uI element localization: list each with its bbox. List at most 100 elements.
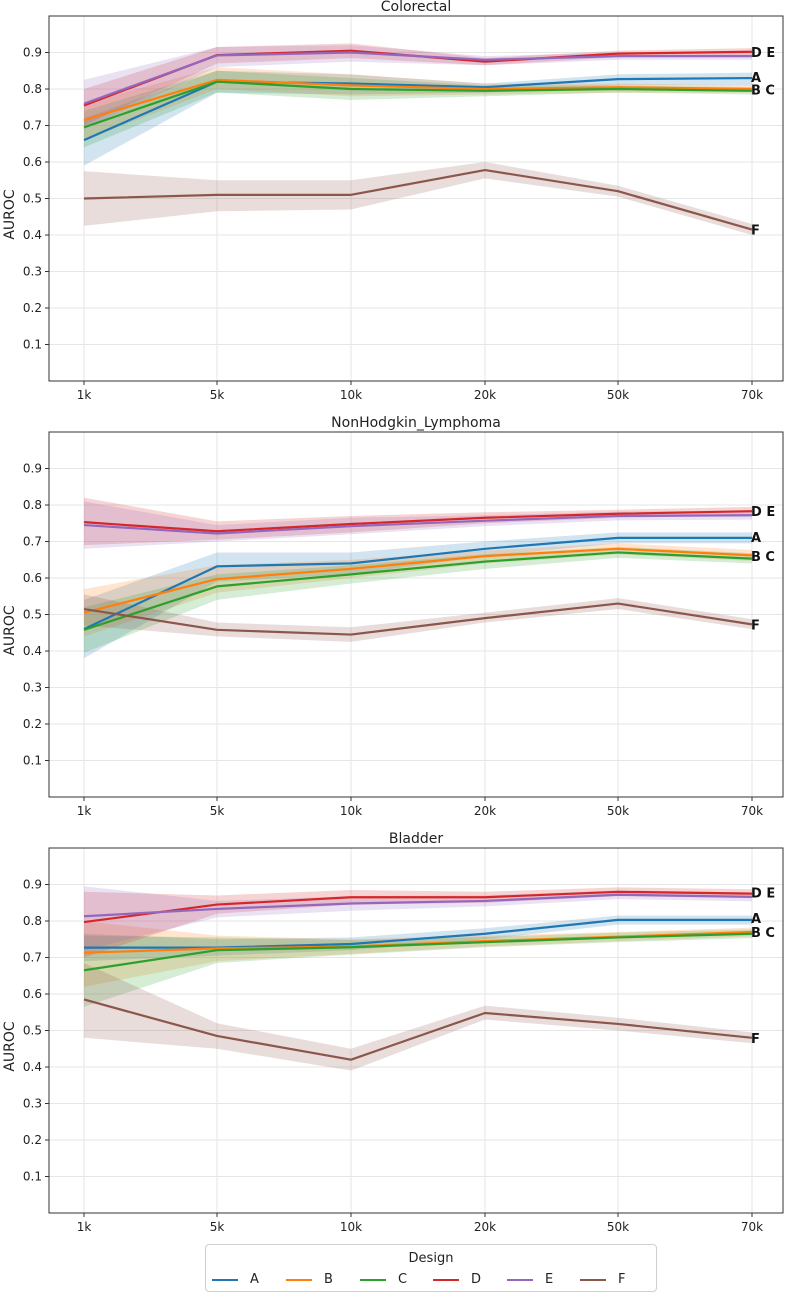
y-tick-label: 0.7 [23,119,42,133]
x-tick-label: 10k [340,1220,362,1234]
x-tick-label: 5k [210,804,225,818]
legend-swatch-a [212,1279,238,1281]
y-tick-label: 0.3 [23,265,42,279]
series-line-c [83,932,753,972]
y-tick-label: 0.3 [23,681,42,695]
y-tick-label: 0.2 [23,1133,42,1147]
y-tick-label: 0.4 [23,228,42,242]
ci-band-b [84,67,752,141]
end-label: B C [751,84,775,99]
y-tick-label: 0.6 [23,155,42,169]
y-tick-label: 0.8 [23,498,42,512]
legend-swatch-d [433,1279,459,1281]
series-line-a [84,918,752,949]
x-tick-label: 5k [210,388,225,402]
legend-swatch-c [360,1279,386,1281]
x-tick-label: 10k [340,804,362,818]
y-tick-label: 0.3 [23,1097,42,1111]
series-line-c [83,551,753,631]
series-line-f [83,602,753,636]
legend-label-a: A [250,1272,259,1287]
legend-label-c: C [398,1272,408,1287]
y-tick-label: 0.5 [23,1024,42,1038]
legend-items: A B C D E F [206,1271,656,1289]
y-axis-label: AUROC [2,605,18,656]
end-label: A [751,912,761,927]
ci-band-f [84,962,752,1071]
x-tick-label: 20k [474,388,496,402]
y-tick-label: 0.8 [23,914,42,928]
x-tick-label: 1k [77,388,92,402]
chart-panel-3: 0.1 0.2 0.3 0.4 0.5 0.6 0.7 0.8 0.9 1k 5k 10k 20k 50k… [2,831,784,1234]
legend-label-e: E [545,1272,554,1287]
y-tick-label: 0.1 [23,338,42,352]
series-line-b [83,78,753,122]
end-label: F [751,1032,760,1047]
y-tick-label: 0.2 [23,301,42,315]
series-line-e [83,51,752,105]
x-tick-label: 70k [741,388,763,402]
legend-swatch-e [507,1279,533,1281]
legend-swatch-f [580,1279,606,1281]
chart-title: Colorectal [381,0,452,15]
legend-label-d: D [471,1272,482,1287]
y-tick-label: 0.4 [23,1060,42,1074]
ci-band-c [84,546,752,653]
legend: Design A B C D E F [205,1244,657,1292]
legend-title: Design [408,1251,454,1266]
series-line-d [83,890,753,924]
x-tick-label: 5k [210,1220,225,1234]
x-tick-label: 50k [607,1220,629,1234]
y-tick-label: 0.9 [23,46,42,60]
y-tick-label: 0.2 [23,717,42,731]
series-line-b [83,547,753,614]
x-tick-label: 20k [474,804,496,818]
y-tick-label: 0.8 [23,82,42,96]
y-axis-label: AUROC [2,189,18,240]
end-label: F [751,224,760,239]
ci-band-c [84,929,752,1007]
y-tick-label: 0.7 [23,535,42,549]
end-label: D E [751,505,775,520]
end-label: D E [751,887,775,902]
series-line-e [83,893,753,918]
ci-band-a [84,532,752,659]
series-line-a [83,536,752,631]
x-tick-label: 50k [607,388,629,402]
y-tick-label: 0.6 [23,571,42,585]
y-tick-label: 0.6 [23,987,42,1001]
ci-band-d [84,887,752,958]
x-tick-label: 70k [741,1220,763,1234]
end-label: A [751,531,761,546]
chart-title: Bladder [389,831,443,847]
series-line-d [83,510,753,533]
y-tick-label: 0.7 [23,951,42,965]
x-tick-label: 20k [474,1220,496,1234]
x-tick-label: 50k [607,804,629,818]
end-label: D E [751,46,775,61]
x-tick-label: 1k [77,1220,92,1234]
y-tick-label: 0.4 [23,644,42,658]
ci-band-f [84,162,752,235]
x-tick-label: 10k [340,388,362,402]
chart-panel-2: 0.1 0.2 0.3 0.4 0.5 0.6 0.7 0.8 0.9 1k 5k 10k 20k 50k… [2,415,784,818]
y-tick-label: 0.9 [23,462,42,476]
end-label: B C [751,926,775,941]
y-tick-label: 0.1 [23,754,42,768]
y-tick-label: 0.5 [23,608,42,622]
chart-panel-1: 0.1 0.2 0.3 0.4 0.5 0.6 0.7 0.8 0.9 1k 5k 10k 20k 50k… [2,0,784,402]
ci-band-e [84,501,752,549]
series-line-f [83,998,753,1061]
end-label: F [751,618,760,633]
end-label: A [751,71,761,86]
y-tick-label: 0.5 [23,192,42,206]
end-label: B C [751,550,775,565]
legend-label-f: F [618,1272,626,1287]
legend-label-b: B [324,1272,333,1287]
chart-title: NonHodgkin_Lymphoma [331,415,501,431]
x-tick-label: 70k [741,804,763,818]
y-axis-label: AUROC [2,1021,18,1072]
legend-swatch-b [286,1279,312,1281]
series-line-a [83,76,753,142]
